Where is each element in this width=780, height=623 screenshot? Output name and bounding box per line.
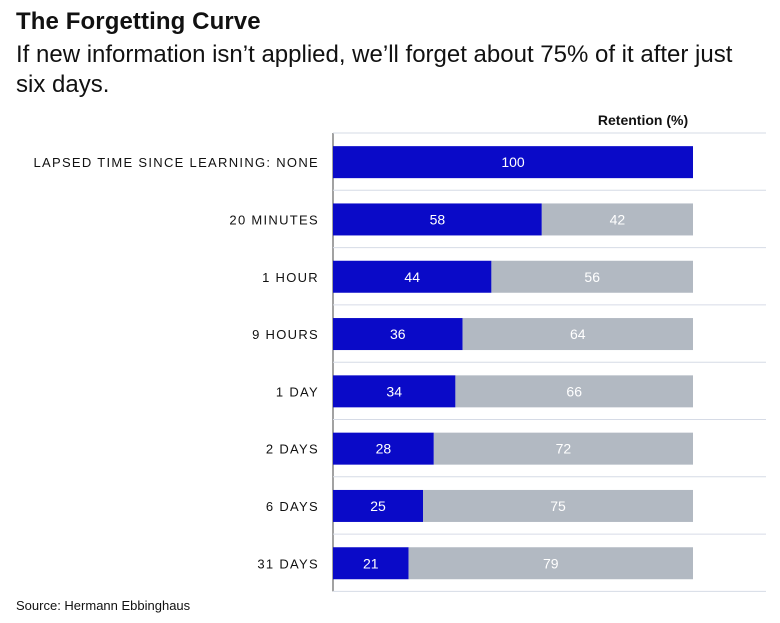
bar-retention [333,375,456,408]
data-label-forgotten: 42 [610,211,626,227]
category-label: 1 HOUR [262,270,319,285]
category-label: 2 DAYS [266,442,319,457]
data-label-retention: 100 [501,154,525,170]
source-note: Source: Hermann Ebbinghaus [16,598,191,613]
data-label-forgotten: 72 [556,441,572,457]
bar-retention [333,489,423,522]
bar-forgotten [423,489,693,522]
chart-subtitle: If new information isn’t applied, we’ll … [16,41,733,98]
bar-forgotten [408,547,693,580]
bar-forgotten [541,203,693,236]
category-label: 6 DAYS [266,499,319,514]
bar-forgotten [455,375,693,408]
chart-title: The Forgetting Curve [16,8,261,35]
data-label-retention: 25 [370,498,386,514]
data-label-retention: 44 [404,269,420,285]
bar-retention [333,260,492,293]
bar-retention [333,203,542,236]
category-label: 1 DAY [276,384,319,399]
bar-forgotten [433,432,693,465]
data-label-retention: 34 [386,383,402,399]
bar-forgotten [462,318,693,351]
data-label-forgotten: 79 [543,555,559,571]
data-label-retention: 36 [390,326,406,342]
category-label: LAPSED TIME SINCE LEARNING: NONE [33,155,319,170]
bar-retention [333,318,463,351]
category-label: 20 MINUTES [229,212,319,227]
data-label-retention: 58 [430,211,446,227]
legend-label-retention: Retention (%) [598,112,688,128]
category-label: 31 DAYS [257,556,319,571]
bar-retention [333,146,693,179]
data-label-retention: 21 [363,555,379,571]
data-label-retention: 28 [376,441,392,457]
data-label-forgotten: 56 [584,269,600,285]
bar-retention [333,432,434,465]
data-label-forgotten: 66 [566,383,582,399]
data-label-forgotten: 64 [570,326,586,342]
data-label-forgotten: 75 [550,498,566,514]
category-label: 9 HOURS [252,327,319,342]
bar-forgotten [491,260,693,293]
bar-retention [333,547,409,580]
